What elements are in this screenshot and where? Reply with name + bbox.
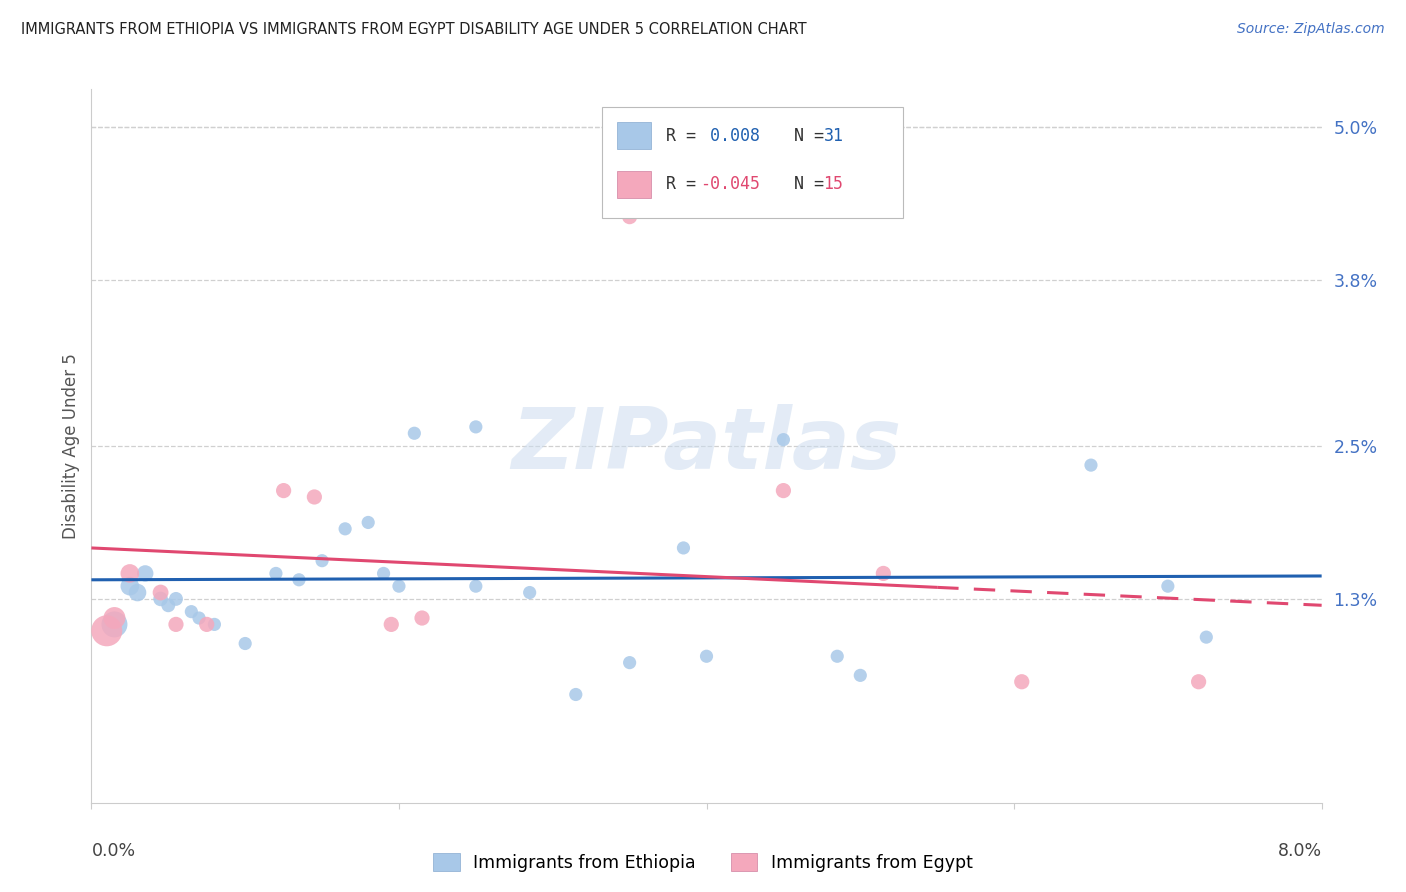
- Point: [288, 573, 311, 587]
- Text: R =: R =: [666, 127, 706, 145]
- Text: ZIPatlas: ZIPatlas: [512, 404, 901, 488]
- Point: [388, 579, 411, 593]
- Point: [202, 617, 225, 632]
- Point: [149, 585, 172, 599]
- Text: N =: N =: [775, 175, 834, 194]
- Point: [333, 522, 356, 536]
- Point: [157, 599, 180, 613]
- Point: [619, 656, 641, 670]
- Point: [304, 490, 326, 504]
- Point: [373, 566, 395, 581]
- Point: [1195, 630, 1218, 644]
- Point: [1011, 674, 1033, 689]
- FancyBboxPatch shape: [602, 107, 903, 218]
- Point: [118, 566, 141, 581]
- Point: [233, 636, 256, 650]
- Point: [672, 541, 695, 555]
- Point: [464, 420, 486, 434]
- Point: [619, 210, 641, 224]
- Text: 31: 31: [824, 127, 844, 145]
- FancyBboxPatch shape: [617, 170, 651, 198]
- Point: [134, 566, 156, 581]
- Point: [411, 611, 433, 625]
- Text: N =: N =: [775, 127, 834, 145]
- Text: 0.0%: 0.0%: [91, 842, 135, 860]
- Point: [127, 585, 149, 599]
- Text: R =: R =: [666, 175, 706, 194]
- Text: -0.045: -0.045: [700, 175, 761, 194]
- Point: [825, 649, 848, 664]
- Point: [149, 591, 172, 606]
- Point: [1187, 674, 1209, 689]
- Point: [96, 624, 118, 638]
- Point: [165, 591, 187, 606]
- Point: [519, 585, 541, 599]
- Point: [180, 605, 202, 619]
- Point: [695, 649, 717, 664]
- Y-axis label: Disability Age Under 5: Disability Age Under 5: [62, 353, 80, 539]
- FancyBboxPatch shape: [617, 122, 651, 149]
- Point: [772, 433, 794, 447]
- Point: [1080, 458, 1102, 472]
- Point: [565, 688, 588, 702]
- Point: [849, 668, 872, 682]
- Point: [188, 611, 211, 625]
- Text: 0.008: 0.008: [700, 127, 761, 145]
- Point: [118, 579, 141, 593]
- Text: 15: 15: [824, 175, 844, 194]
- Point: [872, 566, 894, 581]
- Point: [464, 579, 486, 593]
- Point: [380, 617, 402, 632]
- Point: [772, 483, 794, 498]
- Point: [357, 516, 380, 530]
- Point: [264, 566, 287, 581]
- Legend: Immigrants from Ethiopia, Immigrants from Egypt: Immigrants from Ethiopia, Immigrants fro…: [426, 847, 980, 879]
- Point: [311, 554, 333, 568]
- Point: [103, 617, 125, 632]
- Point: [404, 426, 426, 441]
- Text: 8.0%: 8.0%: [1278, 842, 1322, 860]
- Text: Source: ZipAtlas.com: Source: ZipAtlas.com: [1237, 22, 1385, 37]
- Point: [273, 483, 295, 498]
- Point: [1157, 579, 1180, 593]
- Point: [103, 611, 125, 625]
- Point: [195, 617, 218, 632]
- Point: [165, 617, 187, 632]
- Text: IMMIGRANTS FROM ETHIOPIA VS IMMIGRANTS FROM EGYPT DISABILITY AGE UNDER 5 CORRELA: IMMIGRANTS FROM ETHIOPIA VS IMMIGRANTS F…: [21, 22, 807, 37]
